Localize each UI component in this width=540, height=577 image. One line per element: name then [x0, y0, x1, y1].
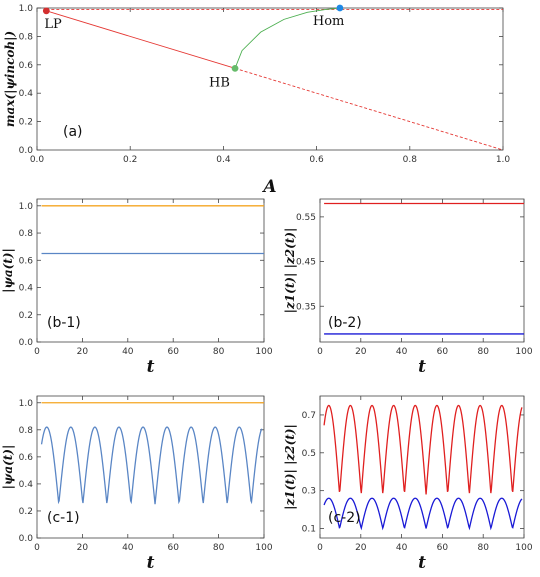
x-tick-label: 20	[355, 347, 367, 357]
x-tick-label: 1.0	[496, 155, 511, 165]
y-tick-label: 1.0	[19, 202, 34, 212]
point-label-lp: LP	[44, 17, 62, 32]
panel-label: (c-1)	[47, 510, 80, 526]
x-tick-label: 40	[122, 347, 134, 357]
x-tick-label: 80	[477, 543, 489, 553]
x-tick-label: 60	[167, 543, 179, 553]
chart-b1: 0 20 40 60 80 100 0.0 0.2 0.4 0.6 0.8 1.0 (b-1) t |ψa(…	[1, 198, 273, 377]
panel-label: (b-2)	[328, 315, 362, 331]
y-tick-label: 0.6	[19, 453, 34, 463]
x-tick-label: 40	[396, 347, 408, 357]
x-axis-label: t	[147, 357, 155, 377]
x-tick-label: 0	[317, 543, 323, 553]
y-tick-label: 0.8	[19, 229, 34, 239]
x-tick-label: 100	[515, 347, 532, 357]
panel-label: (c-2)	[328, 510, 361, 526]
y-axis-label: max(|ψincoh|)	[3, 31, 17, 127]
x-tick-label: 0.2	[123, 155, 137, 165]
series-line-1	[323, 404, 523, 495]
y-axis-label: |z1(t)| |z2(t)|	[283, 424, 297, 510]
x-tick-label: 0	[34, 543, 40, 553]
x-tick-label: 100	[255, 543, 272, 553]
y-tick-label: 0.2	[19, 507, 33, 517]
y-tick-label: 0.0	[19, 146, 34, 156]
x-axis-label: A	[261, 177, 276, 197]
x-tick-label: 60	[437, 347, 449, 357]
y-tick-label: 0.55	[296, 213, 316, 223]
y-tick-label: 1.0	[19, 4, 34, 14]
panel-label: (b-1)	[47, 315, 81, 331]
x-axis-label: t	[418, 357, 426, 377]
panel-label: (a)	[63, 124, 83, 140]
x-tick-label: 100	[515, 543, 532, 553]
point-hom	[336, 4, 344, 12]
series-line-2	[323, 497, 523, 531]
x-tick-label: 100	[255, 347, 272, 357]
plot-frame	[36, 198, 265, 343]
chart-c1: 0 20 40 60 80 100 0.0 0.2 0.4 0.6 0.8 1.0 (c-1) t |ψa(…	[1, 395, 273, 573]
y-tick-label: 0.4	[19, 89, 34, 99]
y-tick-label: 0.0	[19, 534, 34, 544]
x-tick-label: 20	[355, 543, 367, 553]
x-tick-label: 40	[122, 543, 134, 553]
series-line-2	[40, 426, 263, 505]
y-axis-label: |ψa(t)|	[1, 248, 15, 293]
plot-frame	[319, 198, 525, 343]
series-line-2	[234, 67, 504, 151]
y-axis-label: |ψa(t)|	[1, 445, 15, 490]
x-axis-label: t	[147, 553, 155, 573]
plot-frame	[319, 395, 525, 539]
point-label-hb: HB	[209, 75, 230, 90]
y-tick-label: 0.1	[302, 525, 316, 535]
y-tick-label: 0.0	[19, 338, 34, 348]
y-tick-label: 0.8	[19, 426, 34, 436]
y-tick-label: 0.6	[19, 61, 34, 71]
series-line-1	[46, 10, 236, 69]
x-tick-label: 0	[34, 347, 40, 357]
plot-frame	[36, 7, 504, 151]
x-tick-label: 0.0	[30, 155, 45, 165]
x-tick-label: 0	[317, 347, 323, 357]
y-tick-label: 1.0	[19, 399, 34, 409]
x-tick-label: 0.8	[403, 155, 418, 165]
point-lp	[42, 7, 50, 15]
x-tick-label: 60	[167, 347, 179, 357]
chart-a: 0.0 0.2 0.4 0.6 0.8 1.0 0.0 0.2 0.4 0.6 0.8 1.0 LP HB…	[3, 4, 510, 197]
x-tick-label: 40	[396, 543, 408, 553]
y-tick-label: 0.2	[19, 118, 33, 128]
y-tick-label: 0.3	[302, 487, 316, 497]
y-tick-label: 0.4	[19, 284, 34, 294]
x-tick-label: 80	[477, 347, 489, 357]
point-label-hom: Hom	[313, 14, 345, 29]
point-hb	[231, 64, 239, 72]
x-tick-label: 80	[213, 543, 225, 553]
x-tick-label: 0.4	[216, 155, 231, 165]
y-tick-label: 0.4	[19, 480, 34, 490]
y-tick-label: 0.35	[296, 302, 316, 312]
plot-frame	[36, 395, 265, 539]
x-tick-label: 20	[77, 543, 89, 553]
x-tick-label: 80	[213, 347, 225, 357]
y-tick-label: 0.6	[19, 256, 34, 266]
y-tick-label: 0.2	[19, 311, 33, 321]
chart-c2: 0 20 40 60 80 100 0.1 0.3 0.5 0.7 (c-2) t |z1(t)| |z…	[283, 395, 533, 573]
y-tick-label: 0.45	[296, 258, 316, 268]
x-axis-label: t	[418, 553, 426, 573]
series-line-4	[234, 7, 340, 69]
y-axis-label: |z1(t)| |z2(t)|	[283, 228, 297, 314]
x-tick-label: 60	[437, 543, 449, 553]
y-tick-label: 0.5	[302, 449, 316, 459]
chart-b2: 0 20 40 60 80 100 0.35 0.45 0.55 (b-2) t |z1(t)| |z…	[283, 198, 533, 377]
y-tick-label: 0.8	[19, 32, 34, 42]
y-tick-label: 0.7	[302, 411, 316, 421]
x-tick-label: 0.6	[309, 155, 324, 165]
x-tick-label: 20	[77, 347, 89, 357]
